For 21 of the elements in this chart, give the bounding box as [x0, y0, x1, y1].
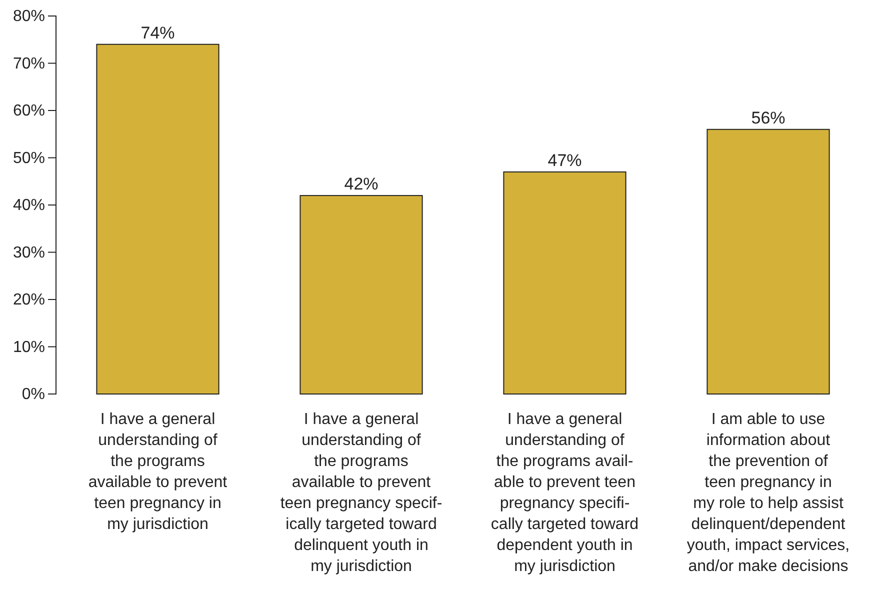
- y-tick-label: 50%: [12, 150, 45, 167]
- x-tick-label: I have a general understanding of the programs available to prevent teen pregnancy in my jurisdiction: [88, 411, 228, 533]
- data-label: 74%: [140, 23, 175, 42]
- bar: [300, 195, 423, 394]
- data-label: 47%: [548, 150, 582, 170]
- y-tick-label: 30%: [12, 244, 45, 262]
- bar: [96, 44, 220, 394]
- bar: [706, 128, 830, 394]
- y-tick-label: 80%: [12, 8, 45, 26]
- y-tick-label: 10%: [12, 338, 45, 356]
- y-tick-label: 20%: [12, 292, 45, 309]
- y-tick-label: 0%: [22, 386, 45, 404]
- bar: [503, 171, 626, 394]
- x-tick-label: I have a general understanding of the programs available to prevent teen pregnancy specif- ically targeted toward delinquent youth in my jurisdiction: [280, 411, 442, 575]
- y-tick-label: 40%: [12, 197, 45, 214]
- data-label: 42%: [344, 174, 378, 194]
- x-tick-label: I have a general understanding of the programs avail- able to prevent teen pregnancy specifi- cally targeted toward dependent youth in my jurisdiction: [490, 411, 639, 575]
- x-tick-label: I am able to use information about the prevention of teen pregnancy in my role to help assist delinquent/dependent youth, impact services, and/or make decisions: [686, 411, 850, 575]
- data-label: 56%: [751, 108, 786, 128]
- y-tick-label: 60%: [12, 102, 45, 120]
- y-tick-label: 70%: [12, 55, 45, 72]
